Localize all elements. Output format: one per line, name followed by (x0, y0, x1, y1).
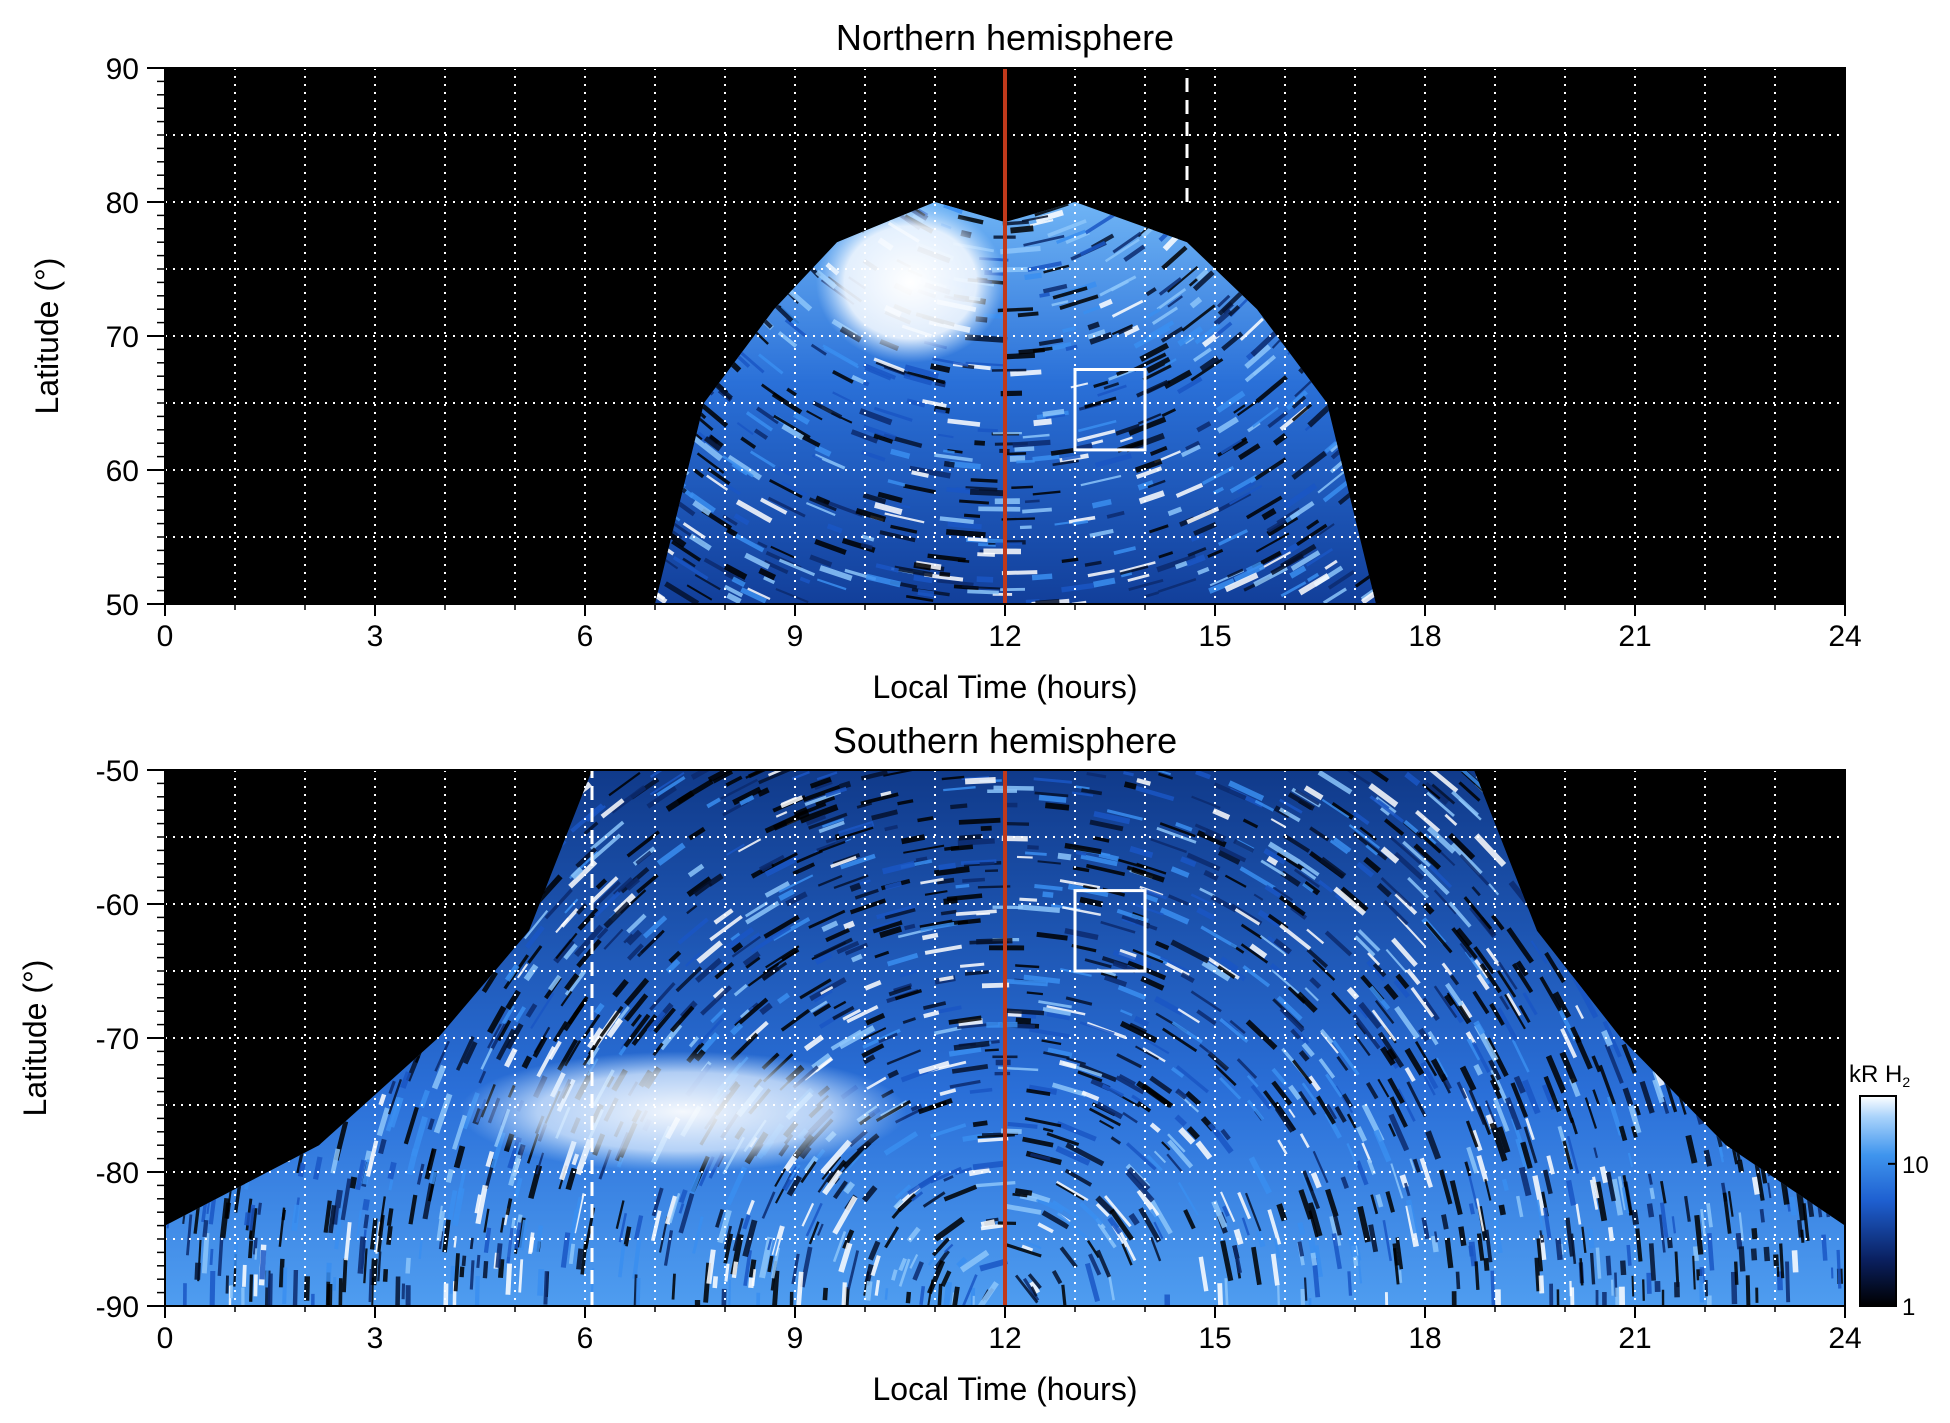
y-tick-label: 80 (106, 187, 139, 220)
panel-title: Northern hemisphere (836, 17, 1174, 58)
panel-title: Southern hemisphere (833, 720, 1177, 761)
y-axis-label: Latitude (°) (29, 258, 65, 415)
selection-box (1073, 368, 1147, 452)
selection-box (1073, 889, 1147, 973)
bright-region (816, 202, 1005, 363)
x-axis-label: Local Time (hours) (873, 669, 1138, 705)
overlay-marks (590, 770, 1147, 1306)
y-tick-label: -50 (96, 755, 139, 788)
y-tick-label: 90 (106, 53, 139, 86)
y-tick-label: -80 (96, 1157, 139, 1190)
x-tick-label: 9 (787, 620, 804, 653)
emission-map (655, 202, 1376, 604)
x-tick-label: 6 (577, 1322, 594, 1355)
axes: 0 3 6 9 12 15 18 21 24 -90 -80 -70 -60 -50 (96, 755, 1862, 1355)
colorbar-ticks: 1 10 (1888, 1152, 1929, 1321)
x-tick-label: 21 (1618, 1322, 1651, 1355)
colorbar-tick-label: 10 (1902, 1152, 1929, 1179)
x-axis-label: Local Time (hours) (873, 1371, 1138, 1407)
y-tick-label: -90 (96, 1291, 139, 1324)
x-tick-label: 24 (1828, 620, 1861, 653)
x-tick-label: 21 (1618, 620, 1651, 653)
axes: 0 3 6 9 12 15 18 21 24 50 60 70 80 90 (106, 53, 1862, 653)
overlay-marks (1003, 68, 1189, 604)
colorbar-tick-label: 1 (1902, 1294, 1915, 1321)
x-tick-label: 18 (1408, 620, 1441, 653)
y-tick-label: -70 (96, 1023, 139, 1056)
y-tick-label: 50 (106, 589, 139, 622)
grid-lines (165, 68, 1845, 604)
bright-region (459, 1051, 907, 1172)
x-tick-label: 3 (367, 1322, 384, 1355)
colorbar-label: kR H2 (1849, 1061, 1910, 1090)
x-tick-label: 0 (157, 620, 174, 653)
x-tick-label: 15 (1198, 1322, 1231, 1355)
y-axis-label: Latitude (°) (17, 960, 53, 1117)
panel-southern: Southern hemisphere 0 3 6 9 12 15 18 21 24 -90 -80… (17, 720, 1862, 1407)
x-tick-label: 15 (1198, 620, 1231, 653)
x-tick-label: 18 (1408, 1322, 1441, 1355)
y-tick-label: 70 (106, 321, 139, 354)
x-tick-label: 12 (988, 1322, 1021, 1355)
x-tick-label: 0 (157, 1322, 174, 1355)
colorbar-gradient (1859, 1095, 1897, 1307)
y-tick-label: 60 (106, 455, 139, 488)
x-tick-label: 24 (1828, 1322, 1861, 1355)
y-tick-label: -60 (96, 889, 139, 922)
panel-northern: Northern hemisphere 0 3 6 9 12 15 18 21 24 50 60 70… (29, 17, 1862, 705)
x-tick-label: 12 (988, 620, 1021, 653)
x-tick-label: 3 (367, 620, 384, 653)
x-tick-label: 9 (787, 1322, 804, 1355)
x-tick-label: 6 (577, 620, 594, 653)
colorbar: kR H2 1 10 (1849, 1061, 1929, 1321)
